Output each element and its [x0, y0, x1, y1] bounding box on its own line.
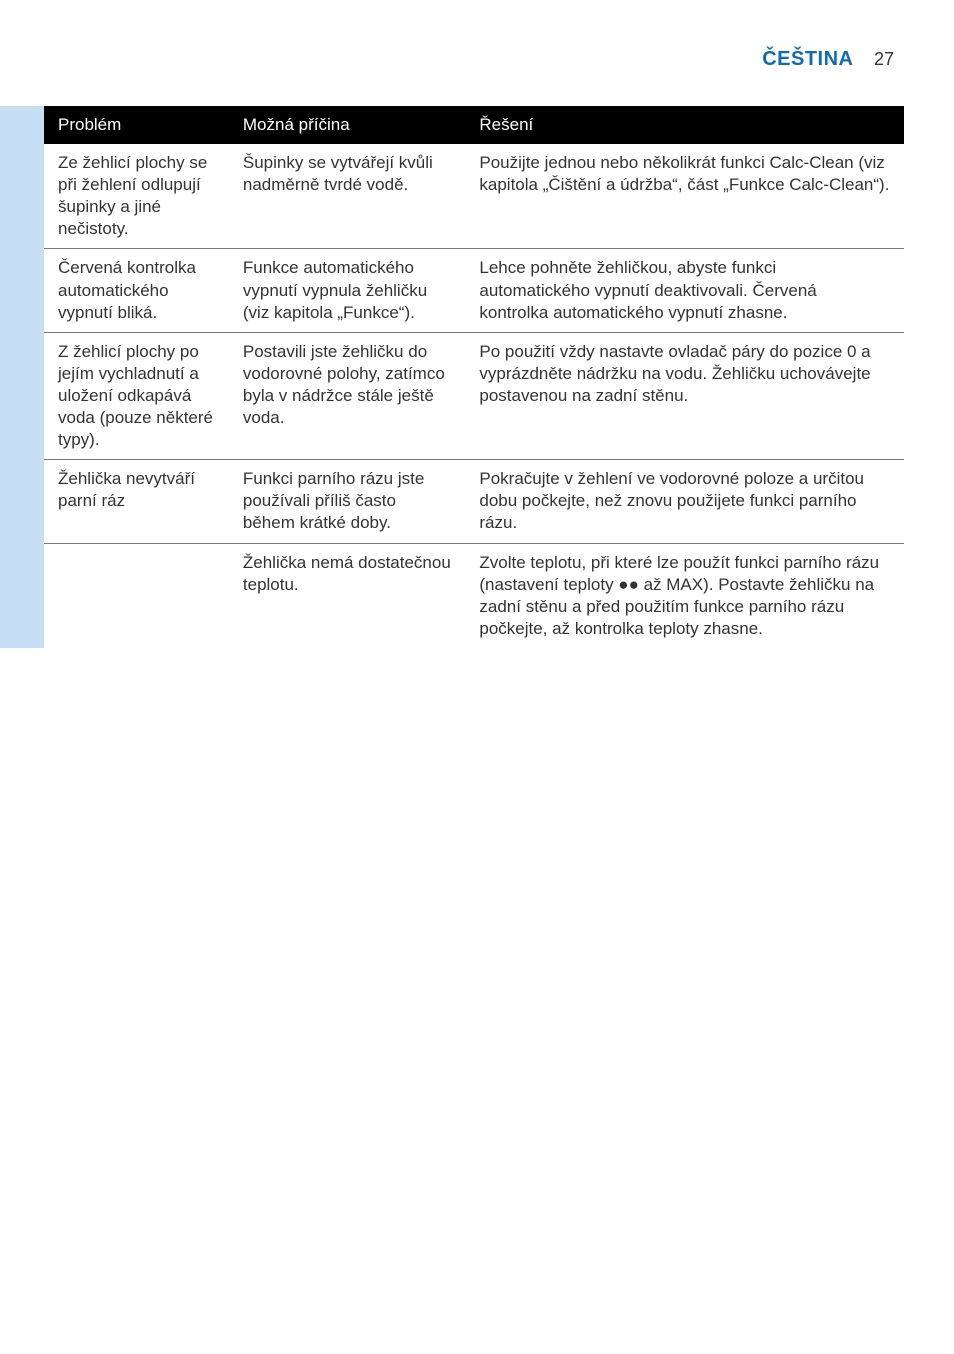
col-header-cause: Možná příčina	[229, 106, 466, 144]
col-header-problem: Problém	[44, 106, 229, 144]
page-header: ČEŠTINA 27	[0, 0, 954, 89]
cell-cause: Žehlička nemá dostatečnou teplotu.	[229, 543, 466, 648]
cell-cause: Šupinky se vytvářejí kvůli nadměrně tvrd…	[229, 144, 466, 249]
left-sidebar-accent	[0, 106, 44, 648]
cell-cause: Funkce automatického vypnutí vypnula žeh…	[229, 249, 466, 332]
cell-cause: Postavili jste žehličku do vodorovné pol…	[229, 332, 466, 459]
troubleshooting-content: Problém Možná příčina Řešení Ze žehlicí …	[44, 106, 904, 648]
cell-solution: Lehce pohněte žehličkou, abyste funkci a…	[465, 249, 904, 332]
cell-solution: Zvolte teplotu, při které lze použít fun…	[465, 543, 904, 648]
table-row: Žehlička nevytváří parní ráz Funkci parn…	[44, 460, 904, 543]
table-row: Z žehlicí plochy po jejím vychladnutí a …	[44, 332, 904, 459]
table-row: Ze žehlicí plochy se při žehlení odlupuj…	[44, 144, 904, 249]
cell-problem	[44, 543, 229, 648]
page-number: 27	[874, 49, 894, 69]
cell-problem: Z žehlicí plochy po jejím vychladnutí a …	[44, 332, 229, 459]
cell-solution: Pokračujte v žehlení ve vodorovné poloze…	[465, 460, 904, 543]
cell-problem: Žehlička nevytváří parní ráz	[44, 460, 229, 543]
table-row: Žehlička nemá dostatečnou teplotu. Zvolt…	[44, 543, 904, 648]
cell-solution: Po použití vždy nastavte ovladač páry do…	[465, 332, 904, 459]
cell-solution: Použijte jednou nebo několikrát funkci C…	[465, 144, 904, 249]
troubleshooting-table: Problém Možná příčina Řešení Ze žehlicí …	[44, 106, 904, 648]
language-label: ČEŠTINA	[762, 48, 853, 70]
table-row: Červená kontrolka automatického vypnutí …	[44, 249, 904, 332]
col-header-solution: Řešení	[465, 106, 904, 144]
cell-problem: Ze žehlicí plochy se při žehlení odlupuj…	[44, 144, 229, 249]
cell-problem: Červená kontrolka automatického vypnutí …	[44, 249, 229, 332]
cell-cause: Funkci parního rázu jste používali příli…	[229, 460, 466, 543]
table-header-row: Problém Možná příčina Řešení	[44, 106, 904, 144]
